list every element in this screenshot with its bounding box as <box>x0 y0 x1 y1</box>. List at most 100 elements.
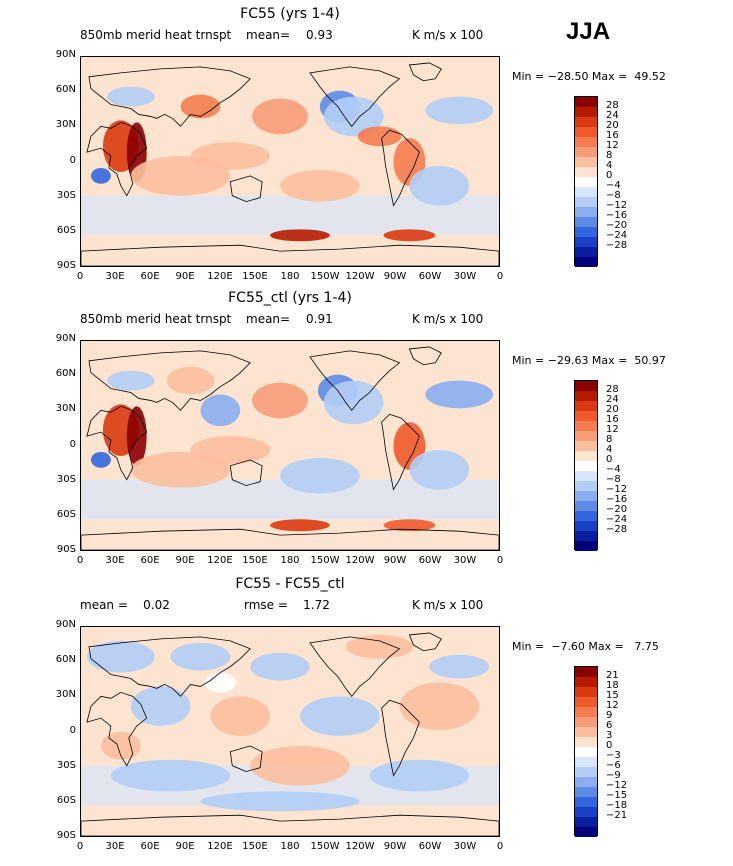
min-max-readout: Min = −29.63 Max = 50.97 <box>512 354 666 367</box>
season-label: JJA <box>566 18 611 45</box>
colorbar-swatch <box>575 461 597 471</box>
colorbar-swatch <box>575 531 597 541</box>
lon-label: 120W <box>345 271 375 282</box>
colorbar-label: 16 <box>606 414 619 425</box>
colorbar-swatch <box>575 411 597 421</box>
colorbar-swatch <box>575 767 597 777</box>
lat-label: 90N <box>55 619 76 630</box>
colorbar-swatch <box>575 757 597 767</box>
field-anomaly <box>399 682 480 731</box>
field-anomaly <box>200 394 241 427</box>
colorbar-swatch <box>575 197 597 207</box>
colorbar-swatch <box>575 187 597 197</box>
coastline <box>309 636 401 697</box>
colorbar-swatch <box>575 431 597 441</box>
field-anomaly <box>323 96 384 137</box>
coastline <box>86 405 148 481</box>
coastline <box>408 346 442 366</box>
lon-label: 180 <box>280 555 300 566</box>
colorbar-swatch <box>575 451 597 461</box>
colorbar-swatch <box>575 707 597 717</box>
colorbar-swatch <box>575 177 597 187</box>
coastline <box>408 632 442 652</box>
lon-label: 60W <box>418 841 442 852</box>
coastline <box>86 691 148 767</box>
field-anomaly <box>110 759 231 792</box>
colorbar-label: −18 <box>606 800 628 811</box>
colorbar-label: 28 <box>606 384 619 395</box>
field-anomaly <box>383 229 436 242</box>
lat-label: 90S <box>56 830 76 841</box>
colorbar-label: −8 <box>606 474 621 485</box>
colorbar-label: 18 <box>606 680 619 691</box>
lat-label: 90S <box>56 260 76 271</box>
colorbar-label: −3 <box>606 750 621 761</box>
colorbar-swatch <box>575 391 597 401</box>
field-anomaly <box>299 696 380 736</box>
lon-label: 60E <box>140 271 160 282</box>
lon-label: 90W <box>383 555 407 566</box>
field-anomaly <box>130 451 231 488</box>
coastline <box>229 459 263 487</box>
colorbar-label: −28 <box>606 524 628 535</box>
colorbar-label: 20 <box>606 120 619 131</box>
field-anomaly <box>190 436 271 464</box>
colorbar-swatch <box>575 97 597 107</box>
lat-label: 60N <box>55 84 76 96</box>
colorbar-label: −15 <box>606 790 628 801</box>
lat-label: 30N <box>55 403 76 415</box>
field-anomaly <box>200 791 360 812</box>
lon-label: 180 <box>280 841 300 852</box>
lon-label: 60W <box>418 555 442 566</box>
colorbar-label: −4 <box>606 464 621 475</box>
colorbar-swatch <box>575 787 597 797</box>
colorbar-swatch <box>575 677 597 687</box>
colorbar-swatch <box>575 227 597 237</box>
field-anomaly <box>425 380 494 409</box>
colorbar-swatch <box>575 697 597 707</box>
field-anomaly <box>130 686 191 727</box>
colorbar-label: 16 <box>606 130 619 141</box>
lon-label: 120W <box>345 841 375 852</box>
field-anomaly <box>100 731 141 760</box>
colorbar-swatch <box>575 207 597 217</box>
field-anomaly <box>270 519 330 532</box>
lat-label: 60S <box>56 508 76 520</box>
colorbar-swatch <box>575 441 597 451</box>
colorbar <box>574 666 598 837</box>
panel-title: FC55 (yrs 1-4) <box>240 6 340 22</box>
lon-label: 30E <box>105 271 125 282</box>
min-max-readout: Min = −7.60 Max = 7.75 <box>512 640 659 653</box>
lon-label: 90W <box>383 841 407 852</box>
colorbar-label: 15 <box>606 690 619 701</box>
colorbar-label: 21 <box>606 670 619 681</box>
field-anomaly <box>280 457 360 494</box>
colorbar-label: 0 <box>606 454 613 465</box>
lon-label: 120E <box>207 841 233 852</box>
colorbar-label: −6 <box>606 760 621 771</box>
colorbar-label: 12 <box>606 700 619 711</box>
plot-panel-3: FC55 - FC55_ctl mean = 0.02 rmse = 1.72 K m… <box>0 576 733 861</box>
colorbar-label: 8 <box>606 434 613 445</box>
field-anomaly <box>166 366 215 395</box>
colorbar-label: 28 <box>606 100 619 111</box>
coastline <box>81 528 499 550</box>
header-left: 850mb merid heat trnspt <box>80 28 232 42</box>
colorbar-label: −21 <box>606 810 628 821</box>
colorbar-label: 6 <box>606 720 613 731</box>
plot-panel-1: FC55 (yrs 1-4) 850mb merid heat trnspt mea… <box>0 6 733 291</box>
lat-label: 60N <box>55 368 76 380</box>
colorbar-label: −28 <box>606 240 628 251</box>
header-units: K m/s x 100 <box>412 598 484 612</box>
colorbar-swatch <box>575 237 597 247</box>
field-anomaly <box>250 652 310 681</box>
field-anomaly <box>429 654 490 679</box>
colorbar-swatch <box>575 727 597 737</box>
lat-label: 30S <box>56 759 76 771</box>
header-left: mean = 0.02 <box>80 598 170 612</box>
lat-label: 60N <box>55 654 76 666</box>
field-anomaly <box>409 449 470 490</box>
colorbar-swatch <box>575 777 597 787</box>
coastline <box>86 121 148 197</box>
